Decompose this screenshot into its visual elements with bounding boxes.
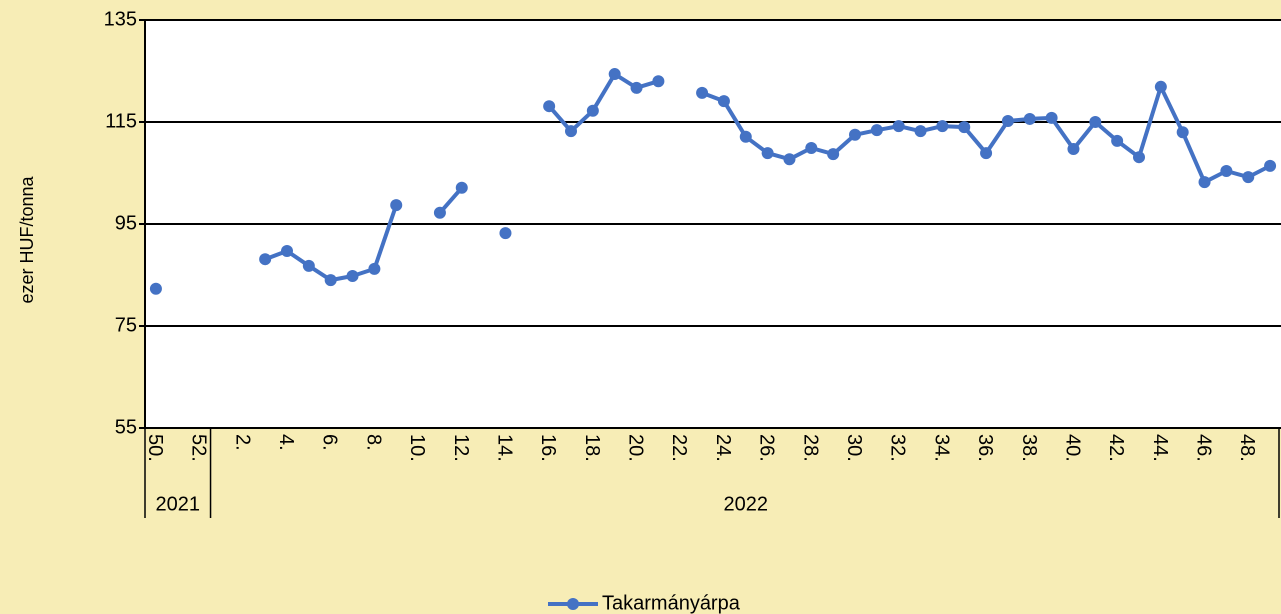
- data-point: [783, 153, 796, 166]
- group-label: 2021: [156, 493, 201, 515]
- data-point: [1111, 134, 1124, 147]
- data-point: [346, 270, 359, 283]
- data-point: [1220, 164, 1233, 177]
- data-point: [608, 68, 621, 81]
- data-point: [455, 181, 468, 194]
- data-point: [281, 245, 293, 258]
- data-point: [1198, 176, 1211, 189]
- x-tick-label: 42.: [1105, 434, 1127, 462]
- data-point: [849, 128, 861, 141]
- data-point: [324, 274, 337, 287]
- data-point: [958, 121, 971, 134]
- x-tick-label: 44.: [1149, 434, 1171, 462]
- data-point: [302, 259, 315, 272]
- x-tick-label: 14.: [493, 434, 515, 462]
- x-tick-label: 50.: [144, 434, 166, 462]
- data-point: [761, 147, 774, 160]
- data-point: [390, 199, 403, 212]
- data-point: [805, 142, 818, 155]
- data-point: [1133, 151, 1145, 164]
- group-label: 2022: [724, 493, 769, 515]
- data-point: [717, 95, 730, 108]
- x-tick-label: 20.: [625, 434, 647, 462]
- x-tick-label: 2.: [231, 434, 253, 451]
- x-tick-label: 52.: [188, 434, 210, 462]
- x-tick-label: 24.: [712, 434, 734, 462]
- x-tick-label: 18.: [581, 434, 603, 462]
- y-tick-label: 115: [105, 110, 137, 132]
- y-tick-label: 75: [115, 314, 137, 336]
- x-tick-label: 10.: [406, 434, 428, 462]
- data-point: [630, 81, 643, 94]
- data-point: [980, 147, 993, 160]
- data-point: [652, 75, 665, 88]
- x-tick-label: 30.: [843, 434, 865, 462]
- data-point: [499, 227, 512, 240]
- x-tick-label: 12.: [450, 434, 472, 462]
- data-point: [1067, 143, 1080, 156]
- x-tick-label: 22.: [668, 434, 690, 462]
- x-tick-label: 34.: [930, 434, 952, 462]
- data-point: [1264, 159, 1277, 172]
- legend-marker: [567, 598, 579, 610]
- data-point: [149, 282, 162, 295]
- data-point: [892, 120, 905, 133]
- legend-label: Takarmányárpa: [602, 592, 741, 614]
- x-tick-label: 16.: [537, 434, 559, 462]
- x-tick-label: 6.: [319, 434, 341, 451]
- y-axis-label: ezer HUF/tonna: [17, 175, 37, 303]
- data-point: [936, 120, 949, 133]
- x-tick-label: 40.: [1061, 434, 1083, 462]
- data-point: [433, 206, 446, 219]
- x-tick-label: 32.: [887, 434, 909, 462]
- data-point: [696, 86, 709, 99]
- data-point: [1089, 116, 1102, 128]
- data-point: [1176, 126, 1189, 139]
- y-tick-label: 135: [104, 8, 137, 30]
- x-tick-label: 46.: [1193, 434, 1215, 462]
- data-point: [739, 130, 752, 143]
- x-tick-label: 4.: [275, 434, 297, 451]
- data-point: [870, 124, 883, 137]
- x-tick-label: 36.: [974, 434, 996, 462]
- data-point: [1242, 171, 1255, 184]
- x-tick-label: 8.: [362, 434, 384, 451]
- x-tick-label: 28.: [799, 434, 821, 462]
- data-point: [1154, 80, 1167, 93]
- data-point: [565, 125, 577, 138]
- x-tick-label: 48.: [1236, 434, 1258, 462]
- data-point: [1045, 111, 1058, 124]
- data-point: [586, 104, 599, 117]
- data-point: [827, 148, 840, 161]
- y-tick-label: 55: [115, 416, 137, 438]
- data-point: [1023, 112, 1036, 125]
- data-point: [543, 100, 556, 113]
- data-point: [259, 253, 272, 266]
- data-point: [1001, 114, 1014, 127]
- data-point: [368, 262, 381, 275]
- y-tick-label: 95: [115, 212, 137, 234]
- x-tick-label: 38.: [1018, 434, 1040, 462]
- data-point: [914, 125, 927, 138]
- x-tick-label: 26.: [756, 434, 778, 462]
